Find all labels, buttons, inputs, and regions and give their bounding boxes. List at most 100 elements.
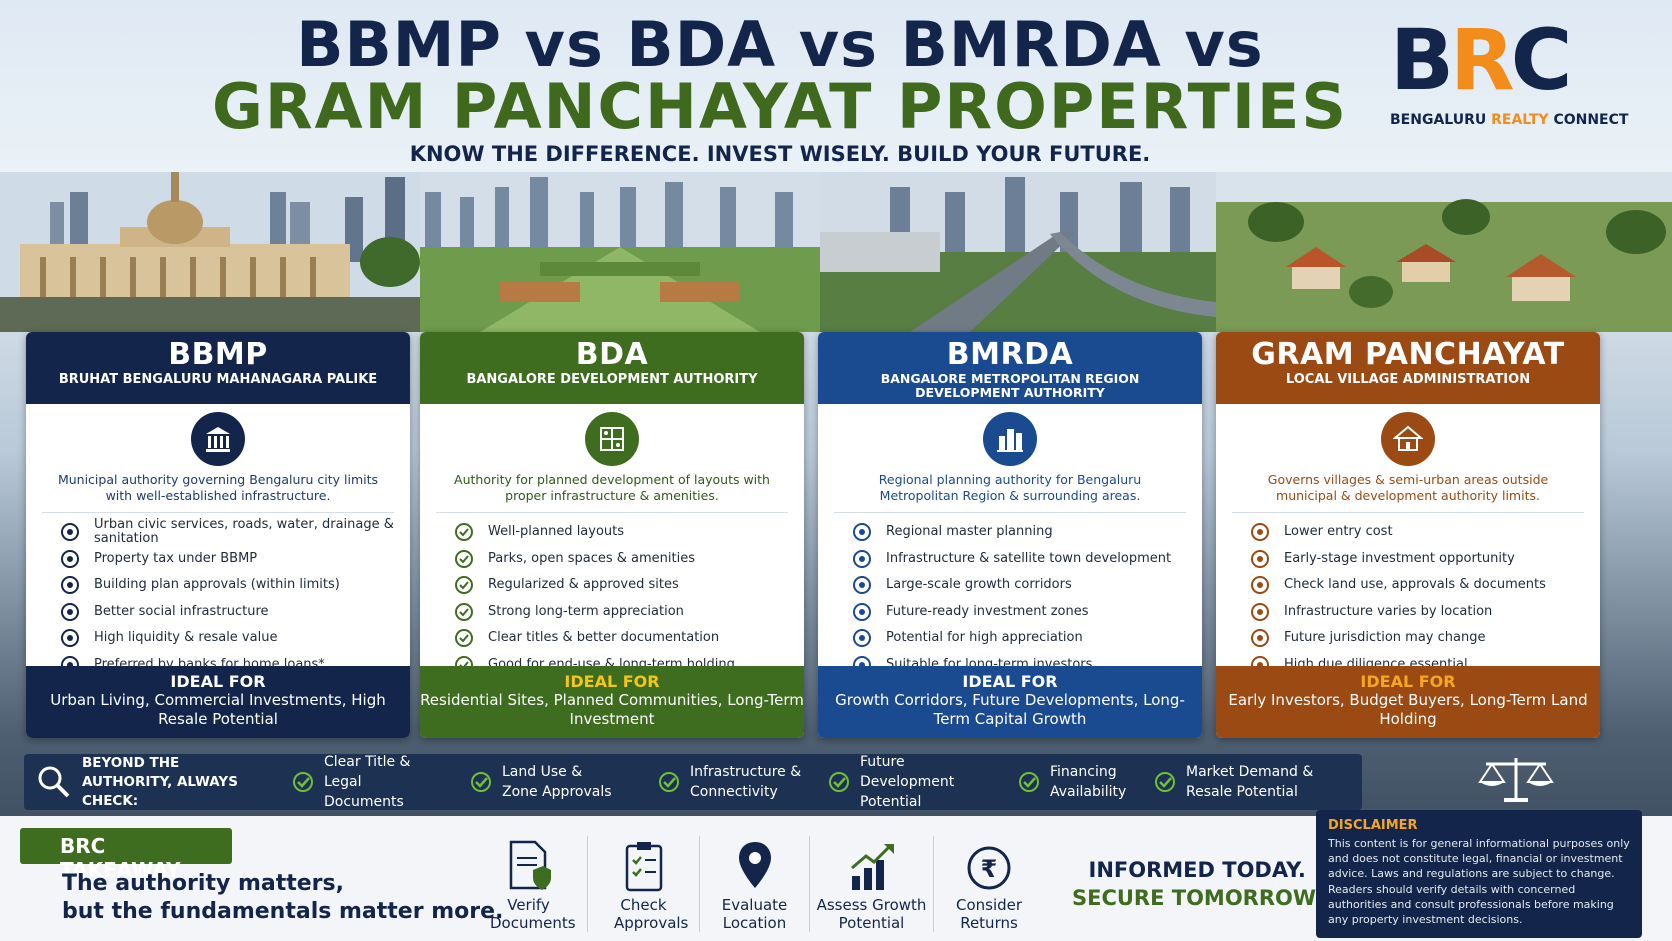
ideal-for-text: Early Investors, Budget Buyers, Long-Ter… [1228,691,1588,728]
ideal-for-text: Growth Corridors, Future Developments, L… [835,691,1185,728]
feature-list: Well-planned layouts Parks, open spaces … [436,512,788,678]
step-consider-returns: ₹ Consider Returns [934,836,1044,932]
growth-chart-icon [810,836,933,892]
card-subtitle: LOCAL VILLAGE ADMINISTRATION [1285,372,1531,387]
bullet-icon [853,523,871,542]
card-description: Governs villages & semi-urban areas outs… [1267,472,1549,503]
list-item: Clear titles & better documentation [436,625,788,652]
bullet-icon [1251,629,1269,648]
check-circle-icon [1019,772,1039,792]
bullet-icon [853,549,871,568]
ideal-for-box: IDEAL FOR Growth Corridors, Future Devel… [818,666,1202,738]
disclaimer-heading: DISCLAIMER [1328,818,1418,833]
motto: INFORMED TODAY. SECURE TOMORROW. [1072,858,1323,910]
bullet-icon [455,523,473,542]
card-header: BMRDA BANGALORE METROPOLITAN REGION DEVE… [818,332,1202,404]
step-label: Assess Growth Potential [816,896,927,932]
city-skyline-icon [983,412,1037,466]
list-item: Building plan approvals (within limits) [42,572,394,599]
magnifier-icon [38,766,70,798]
card-bda: BDA BANGALORE DEVELOPMENT AUTHORITY Auth… [420,332,804,738]
bullet-icon [61,602,79,621]
step-assess-growth: Assess Growth Potential [810,836,934,932]
bda-scene-image [420,172,820,332]
location-pin-icon [700,836,809,892]
card-header: GRAM PANCHAYAT LOCAL VILLAGE ADMINISTRAT… [1216,332,1600,404]
ideal-for-box: IDEAL FOR Early Investors, Budget Buyers… [1216,666,1600,738]
bullet-icon [853,576,871,595]
main-title-line2: GRAM PANCHAYAT PROPERTIES [212,70,1348,143]
card-title: BBMP [168,337,268,372]
village-house-icon [1381,412,1435,466]
rupee-coin-icon: ₹ [934,836,1044,892]
disclaimer-text: This content is for general informationa… [1328,837,1630,927]
bullet-icon [853,602,871,621]
list-item: Future-ready investment zones [834,599,1186,626]
check-item: Infrastructure & Connectivity [658,762,828,802]
bbmp-scene-image [0,172,420,332]
bullet-icon [455,602,473,621]
feature-list: Lower entry cost Early-stage investment … [1232,512,1584,678]
check-item: Land Use & Zone Approvals [470,762,658,802]
list-item: High liquidity & resale value [42,625,394,652]
check-item: Clear Title & Legal Documents [292,752,470,812]
card-description: Regional planning authority for Bengalur… [878,472,1142,503]
step-evaluate-location: Evaluate Location [700,836,810,932]
step-verify-documents: Verify Documents [470,836,588,932]
card-title: BDA [575,337,649,372]
tagline: KNOW THE DIFFERENCE. INVEST WISELY. BUIL… [409,142,1151,166]
list-item: Infrastructure & satellite town developm… [834,546,1186,573]
list-item: Urban civic services, roads, water, drai… [42,518,394,546]
step-label: Evaluate Location [721,896,788,932]
bullet-icon [1251,576,1269,595]
bullet-icon [455,629,473,648]
check-circle-icon [1155,772,1175,792]
ideal-for-heading: IDEAL FOR [564,672,660,691]
list-item: Better social infrastructure [42,599,394,626]
card-header: BDA BANGALORE DEVELOPMENT AUTHORITY [420,332,804,404]
brc-logo: BRC BENGALURU REALTY CONNECT [1390,11,1629,133]
list-item: Lower entry cost [1232,519,1584,546]
checklist-icon [588,836,699,892]
card-subtitle: BANGALORE METROPOLITAN REGION DEVELOPMEN… [880,371,1140,400]
bmrda-scene-image [820,172,1216,332]
list-item: Large-scale growth corridors [834,572,1186,599]
bullet-icon [1251,602,1269,621]
bullet-icon [1251,523,1269,542]
bullet-icon [455,576,473,595]
check-item: Financing Availability [1018,762,1154,802]
main-title-line1: BBMP vs BDA vs BMRDA vs [296,8,1264,81]
bullet-icon [61,629,79,648]
list-item: Property tax under BBMP [42,546,394,573]
svg-text:₹: ₹ [981,855,998,883]
check-circle-icon [829,772,849,792]
step-label: Check Approvals [614,896,689,932]
card-bmrda: BMRDA BANGALORE METROPOLITAN REGION DEVE… [818,332,1202,738]
ideal-for-box: IDEAL FOR Residential Sites, Planned Com… [420,666,804,738]
bullet-icon [61,549,79,568]
card-header: BBMP BRUHAT BENGALURU MAHANAGARA PALIKE [26,332,410,404]
card-title: BMRDA [946,337,1074,372]
gram-panchayat-scene-image [1216,172,1672,332]
card-description: Authority for planned development of lay… [454,472,770,503]
logo-letters: BRC [1390,11,1572,109]
check-circle-icon [659,772,679,792]
ideal-for-text: Urban Living, Commercial Investments, Hi… [50,691,386,728]
list-item: Future jurisdiction may change [1232,625,1584,652]
list-item: Strong long-term appreciation [436,599,788,626]
always-check-lead: BEYOND THE AUTHORITY, ALWAYS CHECK: [24,754,292,810]
ideal-for-heading: IDEAL FOR [170,672,266,691]
feature-list: Regional master planning Infrastructure … [834,512,1186,678]
disclaimer-box: DISCLAIMER This content is for general i… [1316,810,1642,938]
step-check-approvals: Check Approvals [588,836,700,932]
card-subtitle: BANGALORE DEVELOPMENT AUTHORITY [466,372,758,387]
step-label: Verify Documents [490,896,576,932]
takeaway-text: The authority matters, but the fundament… [62,871,504,924]
logo-tagline: BENGALURU REALTY CONNECT [1390,112,1629,128]
check-circle-icon [471,772,491,792]
list-item: Parks, open spaces & amenities [436,546,788,573]
ideal-for-heading: IDEAL FOR [1360,672,1456,691]
card-description: Municipal authority governing Bengaluru … [57,472,379,503]
list-item: Check land use, approvals & documents [1232,572,1584,599]
always-check-bar: BEYOND THE AUTHORITY, ALWAYS CHECK: Clea… [24,754,1362,810]
